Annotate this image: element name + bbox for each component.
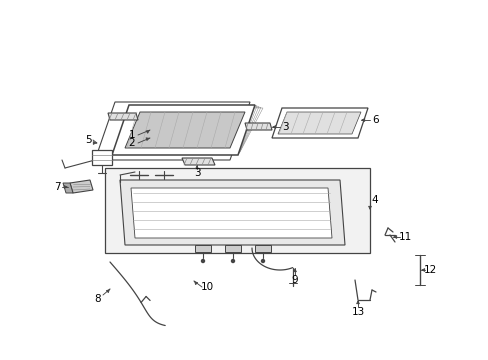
Polygon shape <box>224 245 241 252</box>
Text: 8: 8 <box>95 294 101 304</box>
Polygon shape <box>182 158 215 165</box>
Text: 3: 3 <box>193 168 200 178</box>
Text: 10: 10 <box>200 282 213 292</box>
Text: 9: 9 <box>291 275 298 285</box>
Polygon shape <box>195 245 210 252</box>
Text: 2: 2 <box>128 138 135 148</box>
Polygon shape <box>120 180 345 245</box>
Bar <box>105 168 369 253</box>
Text: 6: 6 <box>372 115 379 125</box>
Polygon shape <box>131 188 331 238</box>
Polygon shape <box>70 180 93 193</box>
Polygon shape <box>278 112 360 134</box>
Polygon shape <box>254 245 270 252</box>
Text: 1: 1 <box>128 130 135 140</box>
Circle shape <box>201 260 204 262</box>
Polygon shape <box>63 183 73 193</box>
Text: 13: 13 <box>351 307 364 317</box>
Polygon shape <box>271 108 367 138</box>
Polygon shape <box>125 112 244 148</box>
Text: 12: 12 <box>423 265 436 275</box>
Polygon shape <box>108 113 138 120</box>
Text: 3: 3 <box>281 122 288 132</box>
Polygon shape <box>244 123 271 130</box>
Polygon shape <box>112 105 254 155</box>
Text: 7: 7 <box>54 182 60 192</box>
Text: 11: 11 <box>398 232 411 242</box>
Polygon shape <box>92 150 112 165</box>
Text: 5: 5 <box>84 135 91 145</box>
Circle shape <box>231 260 234 262</box>
Text: 4: 4 <box>371 195 378 205</box>
Circle shape <box>261 260 264 262</box>
